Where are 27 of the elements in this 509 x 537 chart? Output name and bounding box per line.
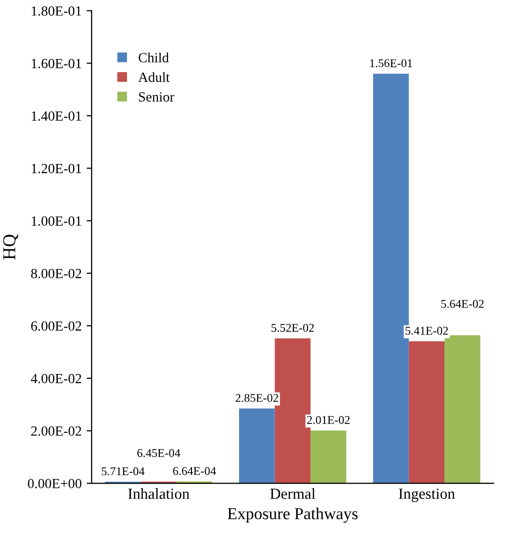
y-tick-label: 1.20E-01 (32, 164, 82, 174)
x-tick-label: Dermal (270, 488, 316, 499)
legend-label: Child (138, 52, 169, 62)
x-tick-label: Inhalation (128, 488, 190, 499)
x-tick-label: Ingestion (398, 488, 455, 502)
data-label: 5.71E-04 (102, 467, 145, 476)
data-label: 2.01E-02 (307, 416, 350, 424)
x-axis-title: Exposure Pathways (228, 508, 358, 523)
y-tick-label: 1.00E-01 (32, 216, 82, 226)
data-label: 5.64E-02 (441, 300, 484, 308)
data-label: 1.56E-01 (370, 59, 412, 68)
y-tick-label: 2.00E-02 (31, 426, 82, 436)
y-tick-label: 1.40E-01 (32, 111, 82, 121)
legend-label: Adult (138, 72, 170, 82)
y-tick-label: 4.00E-02 (30, 374, 82, 384)
y-tick-label: 8.00E-02 (31, 268, 82, 278)
y-tick-label: 1.60E-01 (32, 58, 82, 68)
y-tick-label: 0.00E+00 (28, 478, 82, 488)
legend-label: Senior (139, 92, 174, 102)
y-tick-label: 1.80E-01 (32, 6, 82, 16)
data-label: 5.52E-02 (272, 324, 314, 332)
data-label: 6.64E-04 (173, 467, 216, 476)
y-tick-label: 6.00E-02 (31, 321, 82, 331)
data-label: 5.41E-02 (406, 326, 448, 335)
y-axis-title: HQ (3, 234, 18, 260)
data-label: 2.85E-02 (236, 394, 278, 402)
data-label: 6.45E-04 (137, 449, 180, 458)
